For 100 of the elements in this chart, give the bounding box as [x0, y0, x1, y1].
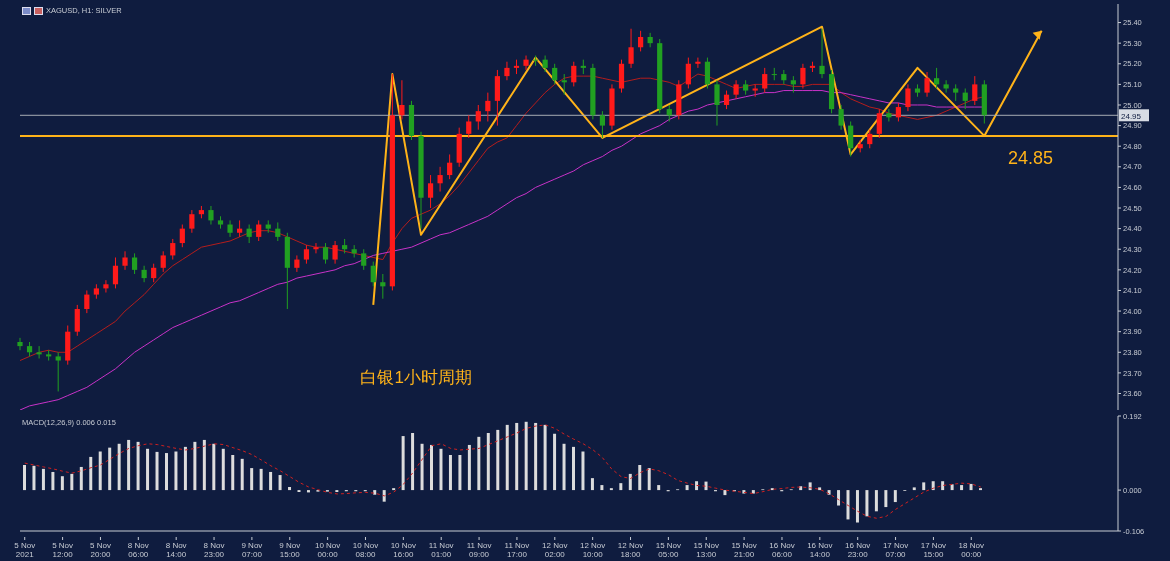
bar: [288, 487, 292, 491]
x-tick-label: 12 Nov 10:00: [579, 541, 606, 559]
bar: [193, 441, 197, 491]
bar: [448, 454, 452, 491]
bar: [41, 468, 45, 491]
bar: [127, 439, 131, 491]
bar: [146, 448, 150, 491]
candlestick: [103, 279, 109, 294]
bar: [23, 465, 26, 491]
bar: [259, 468, 263, 491]
bar: [467, 444, 471, 491]
bar: [742, 490, 746, 494]
x-tick-label: 10 Nov 00:00: [314, 541, 341, 559]
bar: [751, 490, 755, 494]
bar: [486, 432, 490, 491]
candlestick: [838, 104, 844, 131]
candlestick: [714, 79, 720, 127]
bar: [619, 483, 623, 491]
bar: [32, 465, 36, 491]
candlestick: [723, 90, 730, 110]
candlestick: [122, 250, 128, 271]
candlestick: [84, 289, 90, 314]
candlestick: [36, 345, 42, 359]
x-tick-label: 11 Nov 09:00: [466, 541, 492, 559]
bar: [221, 448, 225, 491]
x-tick-label: 9 Nov 15:00: [279, 541, 301, 559]
candlestick: [523, 55, 529, 71]
bar: [458, 454, 462, 491]
bar: [695, 481, 699, 491]
candlestick: [485, 92, 491, 122]
candlestick: [151, 263, 157, 283]
bar: [600, 485, 604, 491]
bar: [202, 439, 206, 491]
x-tick-label: 16 Nov 14:00: [807, 541, 833, 559]
x-tick-label: 12 Nov 18:00: [617, 541, 644, 559]
bar: [250, 468, 254, 491]
bar: [638, 465, 642, 491]
annotation: 白银1小时周期: [360, 367, 472, 389]
candlestick: [74, 304, 80, 337]
candlestick: [275, 221, 281, 242]
candlestick: [399, 79, 405, 120]
candlestick: [972, 75, 978, 106]
x-tick-label: 12 Nov 02:00: [542, 541, 568, 559]
bar: [704, 481, 708, 491]
x-tick-label: 10 Nov 08:00: [352, 541, 379, 559]
candlestick: [867, 129, 873, 149]
bar: [174, 451, 178, 491]
x-tick-label: 17 Nov 07:00: [882, 541, 909, 559]
candlestick: [905, 83, 911, 112]
x-tick-label: 8 Nov 23:00: [203, 541, 225, 559]
candlestick: [380, 273, 386, 300]
bar: [884, 490, 888, 508]
bar: [685, 485, 689, 491]
candlestick: [46, 349, 52, 362]
candlestick: [246, 224, 252, 244]
bar: [183, 446, 187, 491]
bar: [269, 471, 273, 491]
ref-line-label: 24.85: [1008, 147, 1054, 168]
candlestick: [695, 57, 701, 69]
bar: [581, 451, 585, 491]
bar: [590, 478, 594, 491]
bar: [562, 443, 566, 491]
candlestick: [447, 153, 453, 180]
x-tick-label: 11 Nov 17:00: [504, 541, 530, 559]
bar: [543, 424, 547, 491]
x-tick-label: 10 Nov 16:00: [390, 541, 417, 559]
candlestick: [160, 250, 166, 273]
candlestick: [962, 88, 968, 110]
candlestick: [819, 28, 825, 79]
bar: [496, 429, 500, 491]
candlestick: [876, 108, 882, 139]
bar: [212, 443, 216, 491]
candlestick: [466, 114, 472, 139]
candlestick: [733, 79, 739, 100]
candlestick: [552, 63, 558, 85]
bar: [89, 456, 93, 491]
candlestick: [303, 244, 310, 265]
bar: [855, 490, 859, 523]
bar: [108, 447, 112, 491]
candlestick: [532, 55, 539, 67]
bar: [515, 422, 519, 491]
candlestick: [131, 252, 138, 275]
candlestick: [427, 174, 434, 209]
bar: [874, 490, 878, 512]
candlestick: [313, 242, 319, 254]
bar: [572, 446, 575, 491]
x-tick-label: 5 Nov 20:00: [90, 541, 112, 559]
x-tick-label: 16 Nov 06:00: [769, 541, 795, 559]
bar: [657, 485, 661, 491]
bar: [505, 424, 509, 491]
x-tick-label: 11 Nov 01:00: [428, 541, 454, 559]
x-tick-label: 5 Nov 2021: [14, 541, 36, 559]
x-tick-label: 9 Nov 07:00: [241, 541, 263, 559]
bar: [723, 490, 727, 496]
candlestick: [924, 71, 930, 98]
bar: [950, 484, 954, 491]
bar: [865, 490, 869, 517]
bar: [837, 490, 841, 506]
candlestick: [361, 248, 367, 271]
candlestick: [370, 261, 376, 287]
